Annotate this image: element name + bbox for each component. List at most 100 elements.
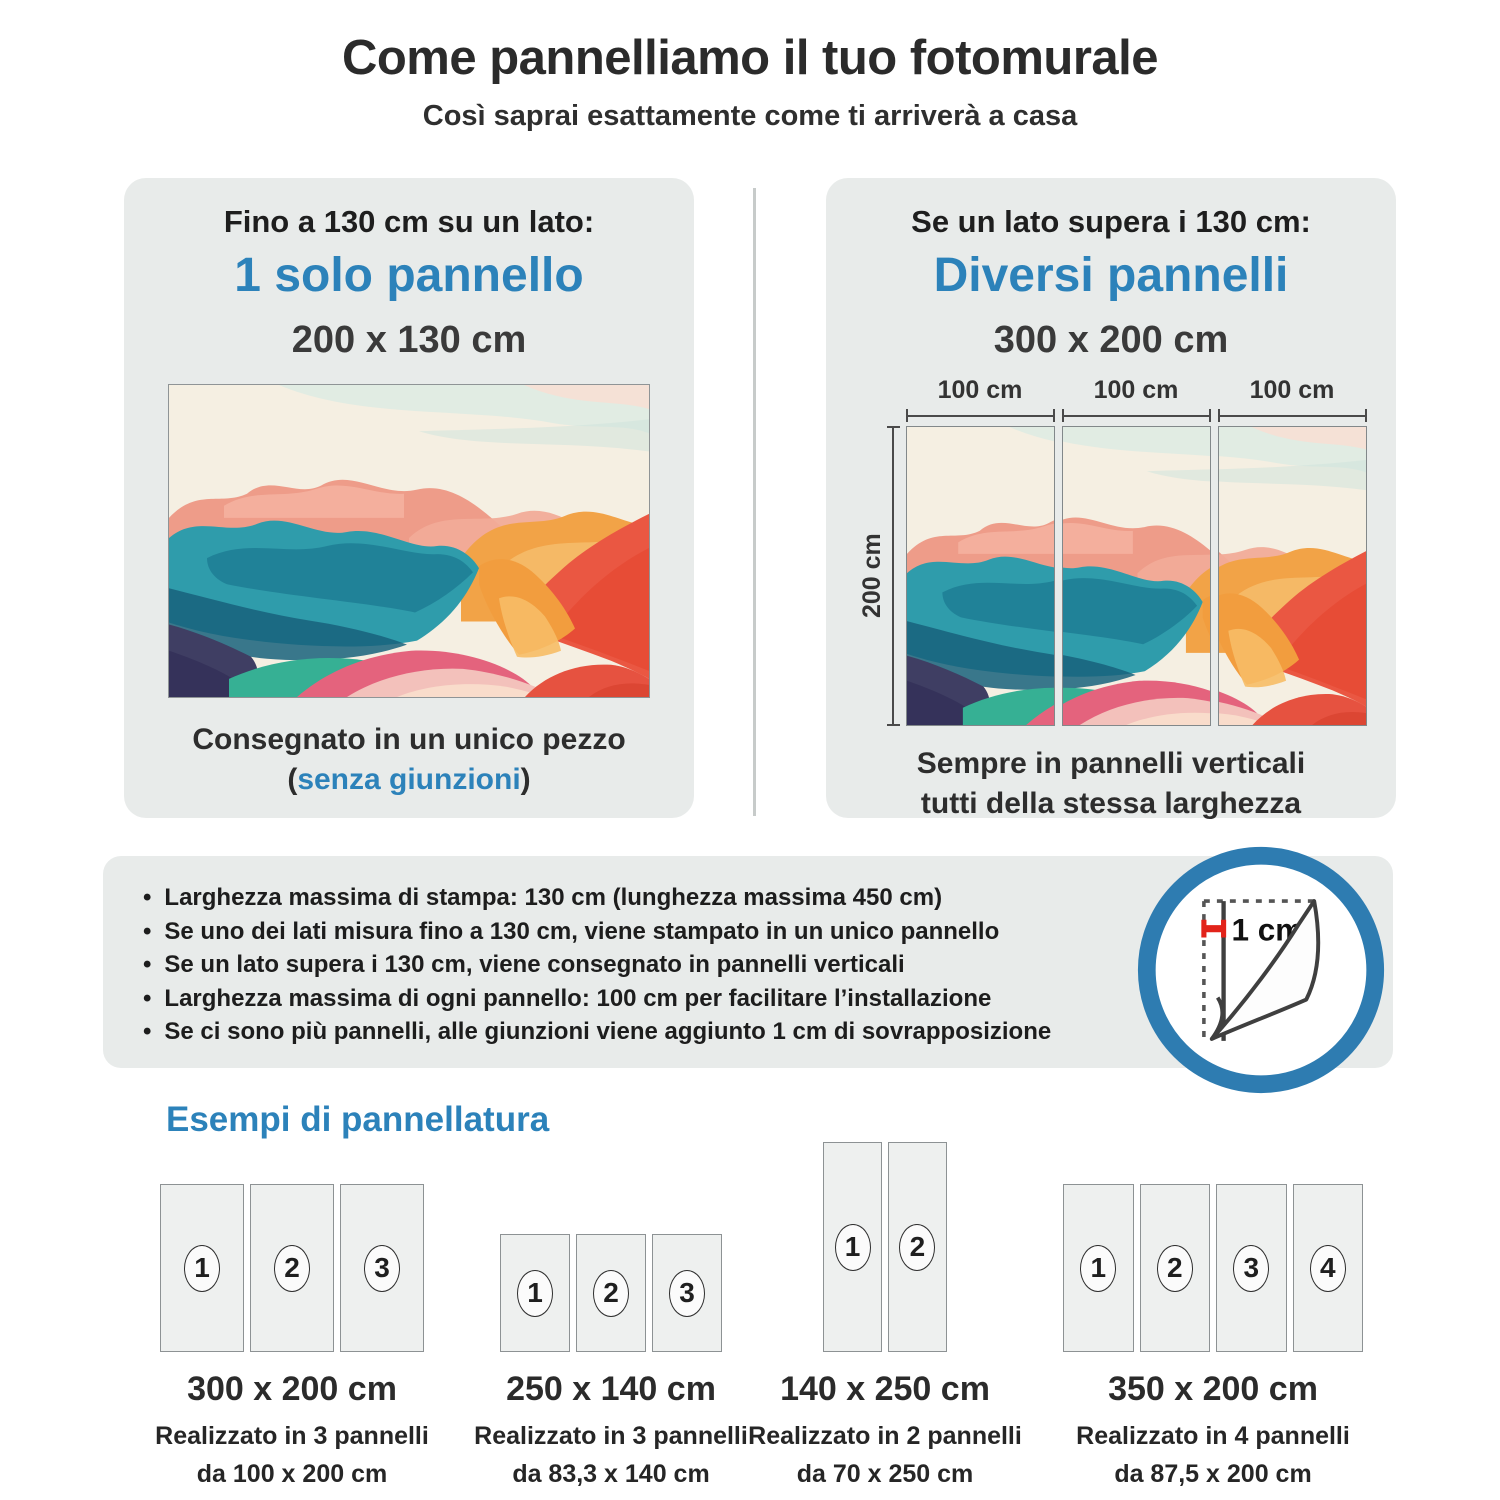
single-panel-result: 1 solo pannello (234, 249, 584, 302)
example-panel: 1 (500, 1234, 570, 1352)
bullet-dot: • (143, 951, 152, 978)
example-description-line2: da 70 x 250 cm (796, 1460, 974, 1488)
caption-line: (senza giunzioni) (287, 763, 531, 796)
example-panel: 1 (1063, 1184, 1134, 1352)
bullet-item: • Larghezza massima di stampa: 130 cm (lu… (143, 881, 1125, 915)
bullet-text: Se uno dei lati misura fino a 130 cm, vi… (164, 917, 1000, 945)
width-measure-line (1061, 409, 1211, 422)
example-panel: 2 (1139, 1184, 1210, 1352)
height-measure-group: 200 cm (856, 376, 900, 726)
example-panel: 3 (1216, 1184, 1287, 1352)
single-panel-box: Fino a 130 cm su un lato: 1 solo pannell… (124, 178, 694, 818)
bullet-text: Larghezza massima di ogni pannello: 100 … (164, 984, 992, 1012)
bullet-dot: • (143, 884, 152, 911)
height-measure-line (886, 426, 900, 726)
bullet-item: • Larghezza massima di ogni pannello: 100… (143, 982, 1125, 1016)
split-diagram: 200 cm 100 cm 100 cm 100 cm (826, 376, 1396, 726)
width-measure-group: 100 cm (1061, 376, 1211, 422)
split-panel-3 (1217, 426, 1367, 726)
no-seams-highlight: senza giunzioni (297, 763, 521, 796)
panel-number-badge: 2 (1156, 1244, 1193, 1292)
bullet-text: Larghezza massima di stampa: 130 cm (lun… (164, 884, 943, 911)
panel-number-badge: 1 (834, 1223, 871, 1271)
panel-number-badge: 2 (274, 1244, 310, 1292)
example-panel: 3 (340, 1184, 424, 1352)
single-panel-condition: Fino a 130 cm su un lato: (223, 204, 595, 239)
example-description-line1: Realizzato in 4 pannelli (1076, 1422, 1350, 1450)
split-panel-1 (905, 426, 1055, 726)
bullet-item: • Se un lato supera i 130 cm, viene conse… (143, 948, 1125, 982)
multi-panel-caption: Sempre in pannelli verticali tutti della… (826, 744, 1396, 824)
split-panels-image (905, 426, 1367, 726)
multi-panel-condition: Se un lato supera i 130 cm: (911, 204, 1311, 239)
panel-number-badge: 3 (669, 1269, 705, 1317)
example-panel: 2 (250, 1184, 334, 1352)
example-panel: 2 (888, 1142, 947, 1352)
width-measure-label: 100 cm (1093, 376, 1179, 404)
example-size: 140 x 250 cm (780, 1370, 990, 1408)
example-250x140cm: 1 2 3 250 x 140 cm Realizzato in 3 pannelli … (461, 1142, 761, 1493)
overlap-detail-icon: 1 cm (1137, 846, 1385, 1094)
bullet-item: • Se uno dei lati misura fino a 130 cm, v… (143, 915, 1125, 949)
example-panel: 1 (823, 1142, 882, 1352)
caption-line: Consegnato in un unico pezzo (192, 723, 626, 756)
example-description-line2: da 100 x 200 cm (196, 1460, 388, 1488)
page-title: Come pannelliamo il tuo fotomurale (341, 31, 1159, 85)
caption-line: Sempre in pannelli verticali (916, 747, 1306, 780)
panel-number-badge: 2 (593, 1269, 629, 1317)
bullet-dot: • (143, 917, 152, 945)
example-350x200cm: 1 2 3 4 350 x 200 cm Realizzato in 4 pannelli… (1063, 1142, 1363, 1493)
width-measure-line (905, 409, 1055, 422)
example-description-line1: Realizzato in 3 pannelli (155, 1422, 429, 1450)
split-panel-2 (1061, 426, 1211, 726)
watercolor-artwork (1062, 427, 1210, 725)
panel-number-badge: 1 (1080, 1244, 1117, 1292)
single-panel-image (168, 384, 650, 698)
panel-number-badge: 2 (899, 1223, 936, 1271)
panel-number-badge: 1 (184, 1244, 220, 1292)
multi-panel-box: Se un lato supera i 130 cm: Diversi pann… (826, 178, 1396, 820)
example-panel: 3 (652, 1234, 722, 1352)
width-measure-group: 100 cm (1217, 376, 1367, 422)
example-140x250cm: 1 2 140 x 250 cm Realizzato in 2 pannelli d… (735, 1142, 1035, 1493)
example-panel: 4 (1292, 1184, 1363, 1352)
width-measure-line (1217, 409, 1367, 422)
multi-panel-size: 300 x 200 cm (993, 319, 1229, 361)
example-description-line1: Realizzato in 3 pannelli (474, 1422, 748, 1450)
vertical-divider (753, 188, 756, 816)
width-measures-row: 100 cm 100 cm 100 cm (905, 376, 1367, 422)
bullet-dot: • (143, 1018, 152, 1045)
watercolor-artwork (1218, 427, 1366, 725)
multi-panel-result: Diversi pannelli (933, 249, 1289, 302)
page-subtitle: Così saprai esattamente come ti arriverà… (422, 100, 1078, 132)
split-panels-area: 100 cm 100 cm 100 cm (905, 376, 1367, 726)
bullet-text: Se ci sono più pannelli, alle giunzioni … (164, 1018, 1052, 1045)
single-panel-caption: Consegnato in un unico pezzo (senza giun… (124, 720, 694, 800)
height-measure-label: 200 cm (857, 533, 886, 619)
examples-heading: Esempi di pannellatura (166, 1100, 550, 1139)
watercolor-artwork (169, 385, 649, 697)
panel-number-badge: 4 (1309, 1244, 1346, 1292)
example-300x200cm: 1 2 3 300 x 200 cm Realizzato in 3 pannelli … (142, 1142, 442, 1493)
example-size: 250 x 140 cm (506, 1370, 716, 1408)
example-size: 350 x 200 cm (1108, 1370, 1318, 1408)
example-description-line1: Realizzato in 2 pannelli (748, 1422, 1022, 1450)
example-panel: 1 (160, 1184, 244, 1352)
example-description-line2: da 87,5 x 200 cm (1114, 1460, 1312, 1488)
width-measure-group: 100 cm (905, 376, 1055, 422)
width-measure-label: 100 cm (937, 376, 1023, 404)
bullet-list: • Larghezza massima di stampa: 130 cm (lu… (143, 881, 1125, 1049)
panel-number-badge: 1 (517, 1269, 553, 1317)
circle-ring (1137, 846, 1385, 1094)
example-panel: 2 (576, 1234, 646, 1352)
panel-number-badge: 3 (1233, 1244, 1270, 1292)
bullet-text: Se un lato supera i 130 cm, viene conseg… (164, 951, 905, 978)
example-description-line2: da 83,3 x 140 cm (512, 1460, 710, 1488)
bullet-dot: • (143, 984, 152, 1012)
page-curl-fold (1210, 996, 1225, 1041)
single-panel-size: 200 x 130 cm (291, 319, 527, 361)
